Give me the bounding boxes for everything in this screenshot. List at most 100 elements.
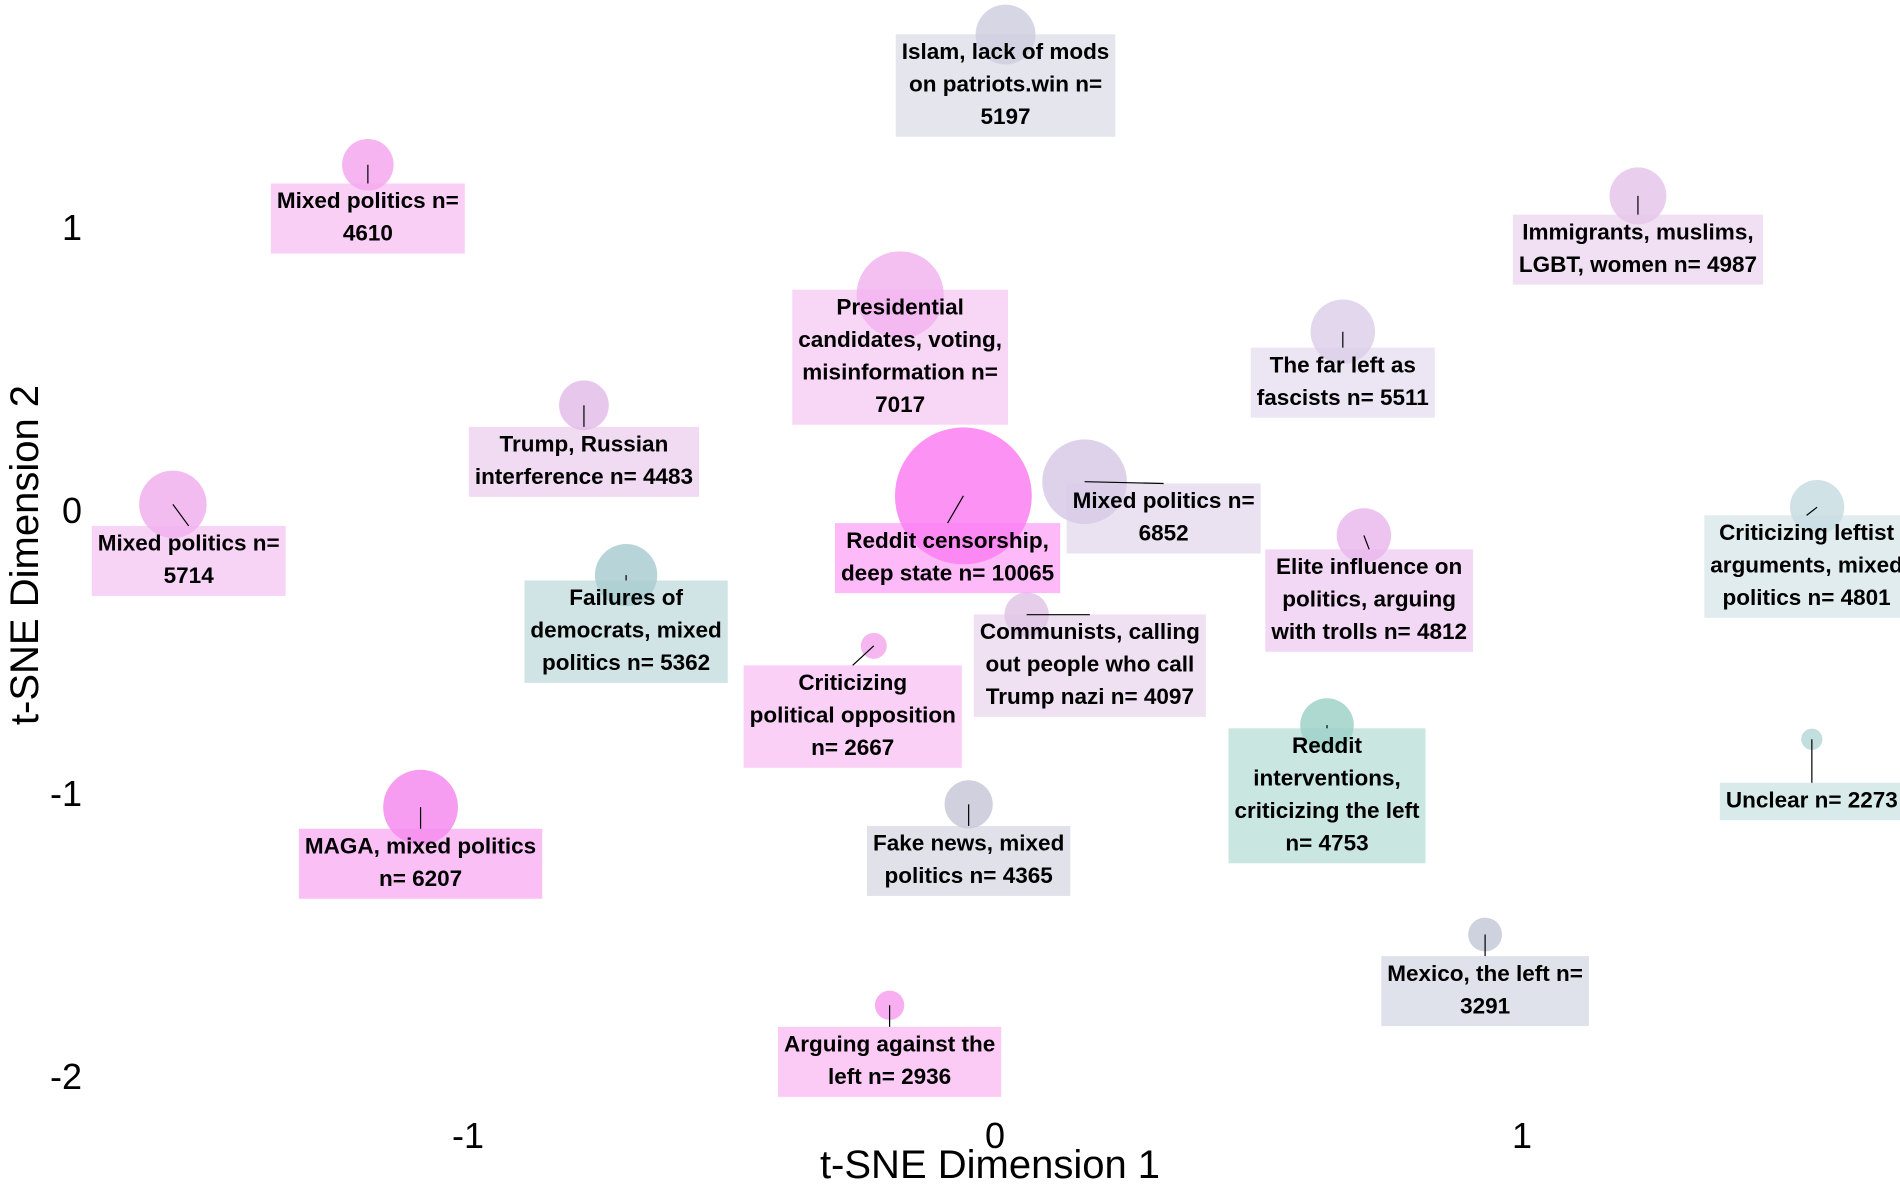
- label-text: n= 6207: [379, 866, 462, 891]
- point-label: Criticizing political opposition n= 2667: [743, 645, 962, 768]
- label-text: Unclear n= 2273: [1726, 787, 1898, 812]
- label-connector: [172, 503, 190, 527]
- y-tick-label: 1: [62, 207, 82, 248]
- point-label: Communists, calling out people who call Tr…: [973, 614, 1206, 717]
- point-label: Immigrants, muslims, LGBT, women n= 4987: [1512, 195, 1764, 285]
- x-tick-label: -1: [452, 1115, 484, 1156]
- point-label: Arguing against the left n= 2936: [777, 1005, 1002, 1097]
- point-label: Mixed politics n= 6852: [1066, 481, 1261, 554]
- label-text: The far left as: [1270, 352, 1416, 377]
- label-text: Presidential: [836, 294, 964, 319]
- plot-marks: Islam, lack of mods on patriots.win n= 519…: [91, 4, 1900, 1097]
- labels-layer: Islam, lack of mods on patriots.win n= 519…: [91, 34, 1900, 1097]
- label-text: Arguing against the: [784, 1032, 995, 1057]
- label-text: Mixed politics n=: [98, 531, 280, 556]
- label-text: Trump, Russian: [500, 432, 669, 457]
- point-label: Reddit interventions, criticizing the left…: [1228, 725, 1426, 864]
- y-tick-label: -2: [50, 1056, 82, 1097]
- label-text: Mexico, the left n=: [1387, 961, 1583, 986]
- label-connector: [1363, 535, 1370, 550]
- label-text: interference n= 4483: [475, 464, 693, 489]
- label-text: politics n= 4801: [1722, 585, 1890, 610]
- label-box: [1704, 515, 1900, 618]
- label-box: [1066, 483, 1261, 554]
- label-box: [866, 825, 1071, 896]
- label-box: [895, 34, 1116, 137]
- point-label: Mixed politics n= 5714: [91, 503, 286, 596]
- label-box: [1265, 549, 1474, 652]
- label-box: [1250, 347, 1435, 418]
- label-text: Mixed politics n=: [277, 188, 459, 213]
- label-text: interventions,: [1253, 766, 1401, 791]
- label-text: politics n= 5362: [542, 650, 710, 675]
- label-text: 5714: [164, 563, 215, 588]
- label-box: [468, 426, 700, 497]
- label-text: political opposition: [750, 703, 956, 728]
- y-tick-label: -1: [50, 773, 82, 814]
- label-text: Elite influence on: [1276, 554, 1462, 579]
- label-text: fascists n= 5511: [1257, 385, 1429, 410]
- label-text: Criticizing leftist: [1719, 520, 1895, 545]
- label-text: Failures of: [569, 585, 683, 610]
- x-axis-ticks: -1 0 1: [452, 1115, 1532, 1156]
- label-box: [743, 665, 962, 768]
- x-tick-label: 1: [1512, 1115, 1532, 1156]
- label-text: criticizing the left: [1234, 798, 1420, 823]
- label-text: MAGA, mixed politics: [305, 833, 536, 858]
- point-label: Mixed politics n= 4610: [270, 164, 465, 254]
- label-text: candidates, voting,: [798, 327, 1002, 352]
- label-text: 6852: [1139, 521, 1189, 546]
- label-text: Fake news, mixed: [873, 831, 1064, 856]
- label-box: [777, 1026, 1002, 1097]
- label-text: left n= 2936: [828, 1064, 951, 1089]
- label-text: Reddit: [1292, 733, 1363, 758]
- label-text: Criticizing: [798, 670, 907, 695]
- y-axis-title: t-SNE Dimension 2: [3, 385, 47, 725]
- label-text: politics, arguing: [1282, 586, 1456, 611]
- label-box: [298, 828, 543, 899]
- label-connector: [947, 495, 964, 524]
- label-text: Mixed politics n=: [1073, 488, 1255, 513]
- point-label: The far left as fascists n= 5511: [1250, 331, 1435, 418]
- point-label: Trump, Russian interference n= 4483: [468, 405, 700, 497]
- label-text: LGBT, women n= 4987: [1519, 252, 1757, 277]
- label-text: with trolls n= 4812: [1270, 619, 1467, 644]
- label-connector: [1084, 481, 1164, 485]
- point-label: Fake news, mixed politics n= 4365: [866, 804, 1071, 896]
- label-box: [1381, 956, 1589, 1027]
- point-label: Elite influence on politics, arguing with …: [1265, 535, 1474, 652]
- label-text: arguments, mixed: [1710, 553, 1900, 578]
- label-text: 3291: [1460, 993, 1510, 1018]
- scatter-point: [559, 380, 609, 431]
- label-box: [792, 289, 1009, 425]
- label-text: Communists, calling: [980, 619, 1200, 644]
- label-box: [1719, 782, 1900, 821]
- label-box: [270, 183, 465, 254]
- x-tick-label: 0: [985, 1115, 1005, 1156]
- label-connector: [852, 645, 875, 666]
- point-label: Failures of democrats, mixed politics n= 5…: [524, 575, 728, 683]
- label-box: [834, 523, 1061, 594]
- point-label: Criticizing leftist arguments, mixed polit…: [1704, 506, 1900, 618]
- label-box: [524, 580, 728, 683]
- point-label: Islam, lack of mods on patriots.win n= 519…: [895, 34, 1116, 137]
- label-text: 7017: [875, 392, 925, 417]
- point-label: MAGA, mixed politics n= 6207: [298, 807, 543, 899]
- point-label: Unclear n= 2273: [1719, 739, 1900, 821]
- label-text: on patriots.win n=: [909, 71, 1102, 96]
- label-text: politics n= 4365: [885, 863, 1053, 888]
- label-text: n= 4753: [1285, 831, 1368, 856]
- label-box: [1512, 214, 1764, 285]
- label-box: [973, 614, 1206, 717]
- label-text: n= 2667: [811, 735, 894, 760]
- point-label: Mexico, the left n= 3291: [1381, 934, 1589, 1027]
- label-text: Immigrants, muslims,: [1522, 219, 1753, 244]
- point-label: Reddit censorship, deep state n= 10065: [834, 495, 1061, 594]
- point-label: Presidential candidates, voting, misinform…: [792, 289, 1009, 425]
- label-text: 5197: [981, 104, 1031, 129]
- label-text: misinformation n=: [802, 359, 998, 384]
- label-box: [1228, 728, 1426, 864]
- label-text: Trump nazi n= 4097: [986, 684, 1194, 709]
- x-axis-title: t-SNE Dimension 1: [820, 1143, 1160, 1187]
